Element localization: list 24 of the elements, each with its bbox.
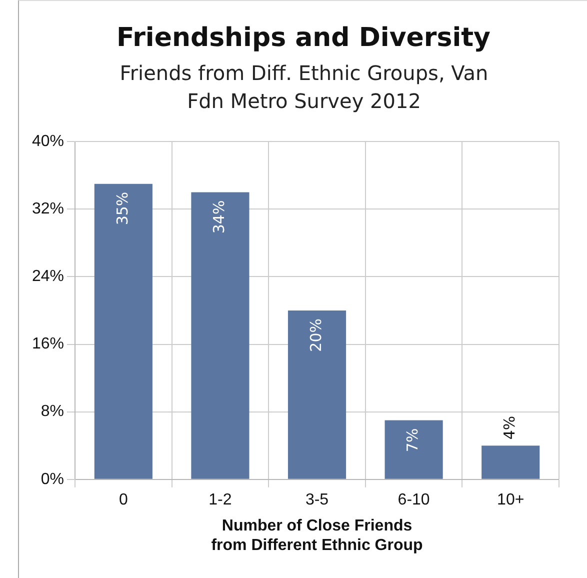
x-tick-label: 6-10 <box>398 491 430 508</box>
y-tick-label: 8% <box>40 403 64 420</box>
chart-title: Friendships and Diversity <box>115 23 492 53</box>
y-tick-label: 24% <box>32 268 64 286</box>
data-label: 4% <box>500 416 518 440</box>
bar <box>191 192 250 479</box>
y-tick-label: 16% <box>32 336 64 353</box>
bar <box>384 420 443 479</box>
chart-subtitle: Friends from Diff. Ethnic Groups, Van Fdn Metro Survey 2012 <box>118 60 490 115</box>
data-label: 20% <box>306 318 325 352</box>
bar <box>288 310 346 479</box>
y-tick-label: 40% <box>32 133 64 150</box>
y-tick-label: 0% <box>40 470 64 488</box>
bar <box>482 446 540 479</box>
x-tick-label: 3-5 <box>305 491 329 508</box>
bar <box>94 184 152 479</box>
x-tick-label: 0 <box>118 491 128 508</box>
x-axis-title: Number of Close Friends from Different Ethnic Group <box>211 518 424 554</box>
x-tick-label: 1-2 <box>208 491 232 508</box>
x-tick-label: 10+ <box>497 491 524 508</box>
data-label: 34% <box>210 200 228 234</box>
data-label: 35% <box>113 192 132 226</box>
data-label: 7% <box>404 428 422 452</box>
y-tick-label: 32% <box>32 200 64 218</box>
